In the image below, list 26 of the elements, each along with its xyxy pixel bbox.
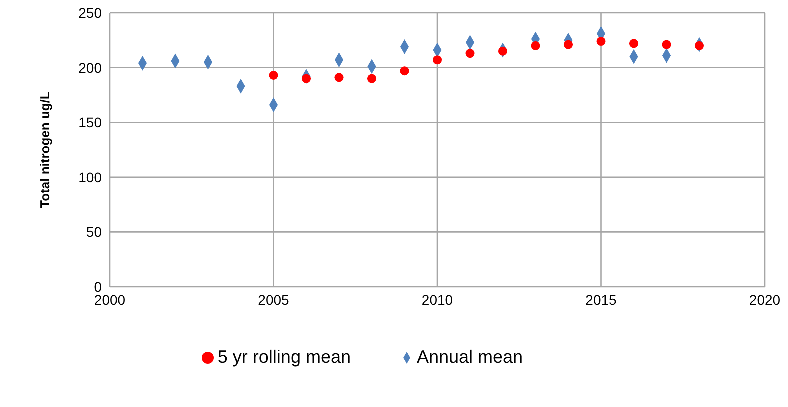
y-tick-label: 200 [78, 60, 102, 76]
point [694, 41, 704, 50]
point [498, 46, 508, 56]
y-tick-label: 150 [78, 114, 102, 131]
point [400, 66, 410, 76]
legend-label: Annual mean [416, 347, 524, 367]
point [367, 74, 377, 84]
point [596, 36, 606, 46]
y-tick-label: 250 [78, 4, 102, 21]
point [269, 70, 278, 80]
point [432, 56, 442, 65]
point [531, 41, 540, 50]
x-tick-label: 2005 [258, 292, 290, 308]
point [334, 73, 344, 82]
x-tick-label: 2015 [586, 292, 618, 308]
y-tick-label: 100 [78, 169, 102, 186]
y-axis-title: Total nitrogen ug/L [38, 92, 53, 208]
x-tick-label: 2020 [749, 292, 781, 308]
legend-label: 5 yr rolling mean [218, 347, 351, 367]
x-tick-label: 2010 [422, 292, 454, 308]
point [466, 49, 475, 58]
point [302, 74, 312, 84]
point [629, 39, 639, 48]
y-tick-label: 50 [86, 224, 102, 240]
point [662, 40, 672, 50]
point [564, 40, 574, 50]
